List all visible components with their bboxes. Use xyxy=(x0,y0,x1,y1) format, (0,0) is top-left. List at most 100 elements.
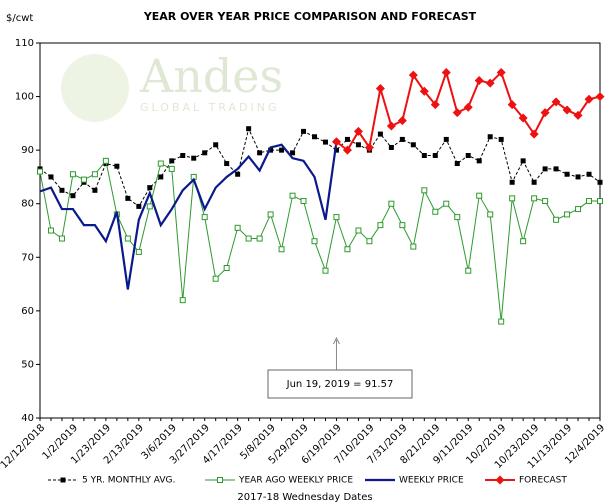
y-tick-label: 90 xyxy=(21,145,34,156)
marker xyxy=(179,297,186,304)
marker xyxy=(180,153,186,158)
marker xyxy=(410,243,417,250)
marker xyxy=(553,216,560,223)
marker xyxy=(476,192,483,199)
marker xyxy=(454,214,461,221)
marker xyxy=(114,163,120,169)
marker xyxy=(454,161,460,167)
marker xyxy=(355,142,361,148)
marker xyxy=(366,238,373,245)
marker xyxy=(191,155,197,161)
marker xyxy=(102,157,109,164)
marker xyxy=(529,129,539,139)
marker xyxy=(553,166,559,172)
y-tick-label: 80 xyxy=(21,199,34,210)
marker xyxy=(509,179,515,185)
marker xyxy=(586,198,593,205)
marker xyxy=(542,198,549,205)
marker xyxy=(201,214,208,221)
marker xyxy=(388,144,394,150)
marker xyxy=(408,70,418,80)
marker xyxy=(476,158,482,164)
marker xyxy=(268,147,274,153)
marker xyxy=(124,235,131,242)
marker xyxy=(301,128,307,134)
marker xyxy=(441,67,451,77)
series-line xyxy=(39,159,600,322)
marker xyxy=(136,203,142,209)
marker xyxy=(551,97,561,107)
marker xyxy=(463,102,473,112)
marker xyxy=(509,195,516,202)
watermark-sub: GLOBAL TRADING xyxy=(140,101,280,114)
marker xyxy=(279,147,285,153)
marker xyxy=(575,174,581,180)
marker xyxy=(562,105,572,115)
series xyxy=(39,141,338,290)
marker xyxy=(58,235,65,242)
marker xyxy=(595,92,605,102)
y-tick-label: 110 xyxy=(15,38,34,49)
marker xyxy=(386,121,396,131)
annotation-box xyxy=(267,369,413,399)
marker xyxy=(443,200,450,207)
marker xyxy=(322,139,328,145)
marker xyxy=(564,211,571,218)
marker xyxy=(333,214,340,221)
watermark: Andes xyxy=(139,49,283,103)
marker xyxy=(344,136,350,142)
marker xyxy=(69,171,76,178)
series-line xyxy=(39,141,338,290)
marker xyxy=(575,206,582,213)
marker xyxy=(70,193,76,199)
marker xyxy=(311,238,318,245)
marker xyxy=(267,211,274,218)
marker xyxy=(353,126,363,136)
y-tick-label: 60 xyxy=(21,306,34,317)
marker xyxy=(289,192,296,199)
series xyxy=(37,157,603,325)
legend-label: FORECAST xyxy=(519,476,567,486)
legend-marker xyxy=(60,477,66,483)
marker xyxy=(487,134,493,140)
marker xyxy=(421,153,427,158)
marker xyxy=(125,195,131,201)
marker xyxy=(584,94,594,104)
marker xyxy=(421,187,428,194)
marker xyxy=(377,131,383,137)
marker xyxy=(224,161,230,167)
marker xyxy=(531,195,538,202)
marker xyxy=(465,153,471,158)
legend-item: 5 YR. MONTHLY AVG. xyxy=(48,476,175,486)
marker xyxy=(213,142,219,148)
marker xyxy=(223,265,230,271)
marker xyxy=(542,166,548,172)
marker xyxy=(507,100,517,110)
marker xyxy=(333,147,339,153)
marker xyxy=(37,168,43,175)
x-axis-label: 2017-18 Wednesday Dates xyxy=(237,492,372,503)
marker xyxy=(520,158,526,164)
x-tick-label: 12/12/2018 xyxy=(0,422,47,471)
marker xyxy=(520,238,527,245)
legend-item: YEAR AGO WEEKLY PRICE xyxy=(205,476,353,486)
series xyxy=(37,126,603,209)
marker xyxy=(430,100,440,110)
legend-item: WEEKLY PRICE xyxy=(365,476,464,486)
marker xyxy=(344,246,351,253)
marker xyxy=(48,174,54,180)
legend-marker xyxy=(495,475,505,485)
marker xyxy=(246,126,252,132)
marker xyxy=(573,110,583,120)
marker xyxy=(597,198,603,205)
marker xyxy=(465,267,472,274)
marker xyxy=(474,76,484,85)
marker xyxy=(135,248,142,255)
marker xyxy=(452,108,462,118)
y-tick-label: 70 xyxy=(21,252,34,263)
marker xyxy=(498,318,505,325)
marker xyxy=(235,171,241,177)
marker xyxy=(540,108,550,118)
marker xyxy=(410,142,416,148)
